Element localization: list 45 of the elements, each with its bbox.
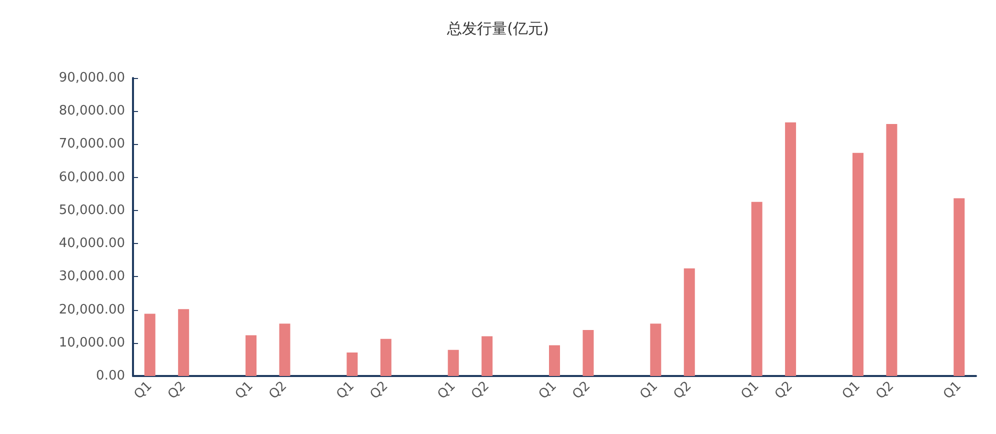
bar [144,314,156,376]
x-tick-label: Q1 [536,378,560,402]
bar [684,268,695,376]
bar [886,124,898,376]
bar [346,352,358,376]
bar [650,324,662,376]
x-tick-label: Q2 [468,378,492,402]
bar [785,122,796,376]
bar [852,152,864,376]
y-tick-label: 0.00 [96,368,125,384]
x-tick-label: Q2 [368,378,392,402]
x-tick-label: Q1 [738,378,762,402]
bar [380,338,392,376]
x-tick-label: Q2 [873,378,898,402]
x-tick-label: Q1 [334,378,358,402]
y-tick-label: 80,000.00 [58,104,125,119]
x-tick-label: Q2 [671,378,695,402]
x-tick-label: Q2 [266,378,290,402]
y-tick-label: 20,000.00 [58,302,125,318]
x-tick-label: Q1 [131,378,156,402]
x-tick-label: Q2 [772,378,796,402]
x-tick-label: Q2 [165,378,189,402]
bar [246,335,257,376]
x-tick-label: Q1 [434,378,459,402]
bar [549,345,560,376]
bar [751,202,762,376]
y-tick-label: 90,000.00 [58,70,125,86]
bar [482,336,493,376]
y-tick-label: 50,000.00 [58,202,125,218]
x-tick-label: Q1 [840,378,864,402]
y-tick-label: 40,000.00 [58,236,125,252]
y-tick-label: 70,000.00 [58,136,125,152]
bar [448,350,459,376]
bar [954,198,965,376]
y-tick-label: 10,000.00 [58,335,125,350]
x-tick-label: Q1 [232,378,256,402]
x-tick-label: Q1 [637,378,661,402]
y-tick-label: 60,000.00 [58,170,125,185]
y-tick-label: 30,000.00 [58,269,125,284]
bar [279,324,290,376]
chart-title: 总发行量(亿元) [446,20,549,38]
bar [178,309,190,376]
x-tick-label: Q1 [940,378,964,402]
x-tick-label: Q2 [570,378,594,402]
bar [582,330,594,376]
